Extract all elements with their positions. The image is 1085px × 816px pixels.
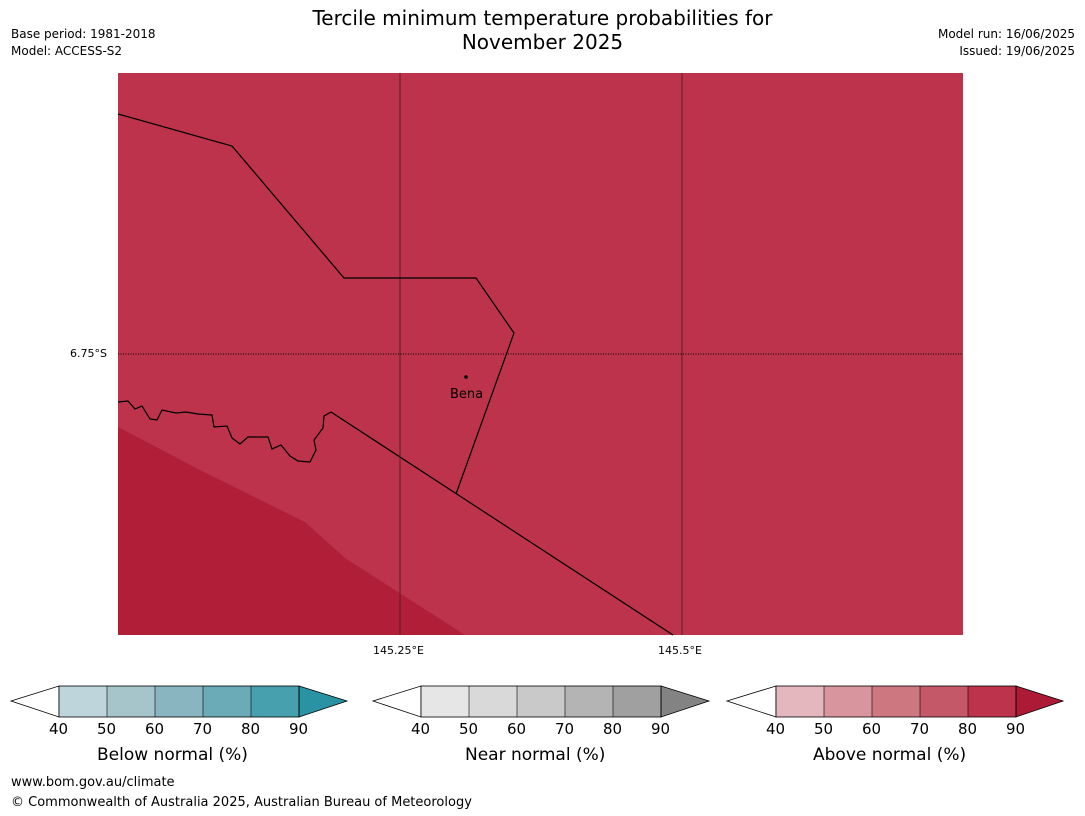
cbar-above-tick: 90 (1006, 720, 1026, 738)
cbar-near-tick: 50 (459, 720, 479, 738)
cbar-near-tick: 70 (555, 720, 575, 738)
cbar-near-title: Near normal (%) (465, 745, 606, 765)
cbar-near-tick: 60 (507, 720, 527, 738)
meta-right: Model run: 16/06/2025 Issued: 19/06/2025 (938, 26, 1075, 60)
province-border-south (330, 411, 674, 636)
title-line-2: November 2025 (461, 30, 624, 54)
cbar-below-tick: 90 (289, 720, 309, 738)
cbar-above-tick: 80 (958, 720, 978, 738)
cbar-above-tick: 60 (862, 720, 882, 738)
cbar-below-tick: 40 (49, 720, 69, 738)
colorbar-above (725, 685, 1065, 718)
footer-url[interactable]: www.bom.gov.au/climate (11, 775, 175, 790)
base-period: Base period: 1981-2018 (11, 27, 156, 41)
bena-marker (464, 375, 468, 379)
cbar-below-tick: 60 (145, 720, 165, 738)
place-label-bena: Bena (450, 387, 484, 402)
cbar-below-tick: 80 (241, 720, 261, 738)
cbar-below-tick: 50 (97, 720, 117, 738)
cbar-near-tick: 80 (603, 720, 623, 738)
cbar-near-tick: 40 (411, 720, 431, 738)
coastline (117, 400, 332, 463)
province-border (117, 113, 515, 495)
high-probability-region (118, 427, 465, 635)
cbar-above-tick: 70 (910, 720, 930, 738)
lat-label: 6.75°S (70, 347, 107, 360)
footer-copyright: © Commonwealth of Australia 2025, Austra… (11, 795, 472, 810)
cbar-near-tick: 90 (651, 720, 671, 738)
cbar-above-tick: 50 (814, 720, 834, 738)
cbar-above-title: Above normal (%) (813, 745, 967, 765)
cbar-above-tick: 40 (766, 720, 786, 738)
issued-date: Issued: 19/06/2025 (959, 44, 1075, 58)
map-title: Tercile minimum temperature probabilitie… (0, 6, 1085, 54)
colorbar-near (371, 685, 711, 718)
colorbar-below (9, 685, 349, 718)
model-run: Model run: 16/06/2025 (937, 27, 1075, 41)
cbar-below-title: Below normal (%) (97, 745, 248, 765)
model-name: Model: ACCESS-S2 (11, 44, 123, 58)
meta-left: Base period: 1981-2018 Model: ACCESS-S2 (11, 26, 156, 60)
title-line-1: Tercile minimum temperature probabilitie… (312, 6, 773, 30)
lon-label-1: 145.25°E (373, 644, 424, 657)
lon-label-2: 145.5°E (658, 644, 702, 657)
cbar-below-tick: 70 (193, 720, 213, 738)
